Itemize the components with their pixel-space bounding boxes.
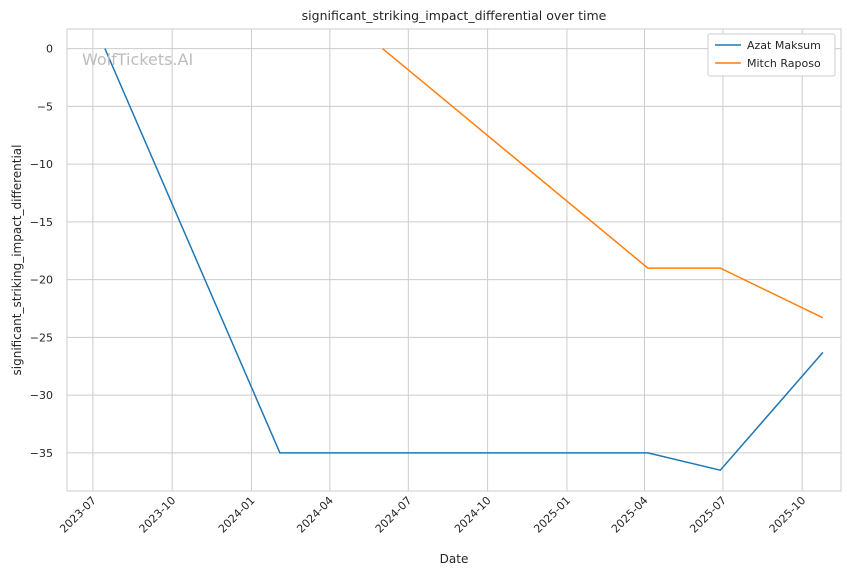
y-tick-label: −5 (37, 100, 53, 113)
y-tick-label: −20 (30, 274, 53, 287)
x-tick-label: 2023-07 (57, 494, 99, 536)
x-axis-ticks: 2023-07 2023-10 2024-01 2024-04 2024-07 2024-… (57, 494, 808, 536)
y-axis-ticks: 0 −5 −10 −15 −20 −25 −30 −35 (30, 43, 53, 460)
x-tick-label: 2025-10 (767, 494, 809, 536)
legend-label-azat-maksum: Azat Maksum (747, 39, 821, 52)
y-axis-label: significant_striking_impact_differential (10, 145, 24, 376)
y-tick-label: 0 (46, 43, 53, 56)
y-tick-label: −15 (30, 216, 53, 229)
series-layer (104, 48, 824, 472)
x-tick-label: 2025-04 (609, 494, 651, 536)
x-axis-label: Date (440, 552, 469, 566)
y-tick-label: −35 (30, 447, 53, 460)
x-tick-label: 2024-07 (373, 494, 415, 536)
x-tick-label: 2025-07 (687, 494, 729, 536)
series-line-azat-maksum (104, 48, 824, 472)
x-tick-label: 2024-10 (452, 494, 494, 536)
legend-label-mitch-raposo: Mitch Raposo (747, 57, 821, 70)
x-tick-label: 2025-01 (531, 494, 573, 536)
series-line-mitch-raposo (382, 48, 824, 319)
x-tick-label: 2024-04 (294, 494, 336, 536)
x-tick-label: 2023-10 (137, 494, 179, 536)
watermark: WolfTickets.AI (82, 50, 193, 69)
chart-title: significant_striking_impact_differential… (302, 8, 607, 23)
y-tick-label: −10 (30, 158, 53, 171)
plot-area (66, 28, 842, 492)
x-tick-label: 2024-01 (216, 494, 258, 536)
legend: Azat Maksum Mitch Raposo (707, 33, 836, 77)
y-tick-label: −30 (30, 389, 53, 402)
y-tick-label: −25 (30, 331, 53, 344)
